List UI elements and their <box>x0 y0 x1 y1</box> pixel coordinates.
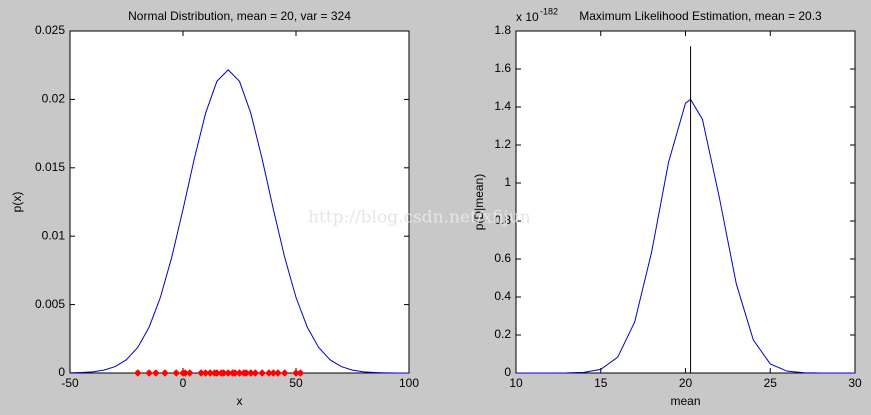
data-line <box>515 98 856 374</box>
data-point <box>186 369 194 377</box>
data-point <box>145 369 153 377</box>
y-tick-label: 0 <box>504 365 511 379</box>
y-tick-label: 1 <box>504 175 511 189</box>
data-point <box>296 369 305 377</box>
y-tick-label: 0.8 <box>494 213 511 227</box>
data-point <box>280 369 289 377</box>
x-tick-label: -50 <box>61 376 79 390</box>
y-tick-label: 0.02 <box>42 92 66 106</box>
data-point <box>134 369 142 377</box>
data-point <box>172 369 180 377</box>
y-exponent: -182 <box>540 6 558 16</box>
x-axis-label: mean <box>670 394 700 408</box>
x-axis-label: x <box>237 394 243 408</box>
data-point <box>161 369 169 377</box>
y-tick-label: 1.4 <box>494 99 511 113</box>
data-point <box>152 369 160 377</box>
y-axis-label: p(D|mean) <box>472 174 486 230</box>
y-tick-label: 0.005 <box>35 297 65 311</box>
y-multiplier: x 10 <box>516 10 539 24</box>
data-point <box>251 369 260 377</box>
y-tick-label: 0 <box>58 365 65 379</box>
y-tick-label: 0.6 <box>494 251 511 265</box>
x-tick-label: 20 <box>679 376 693 390</box>
y-tick-label: 0.025 <box>35 23 65 37</box>
y-tick-label: 0.4 <box>494 289 511 303</box>
y-tick-label: 0.015 <box>35 160 65 174</box>
y-tick-label: 1.2 <box>494 137 511 151</box>
data-point <box>258 369 266 377</box>
x-tick-label: 50 <box>289 376 303 390</box>
y-tick-label: 1.6 <box>494 61 511 75</box>
y-tick-label: 1.8 <box>494 23 511 37</box>
y-axis-label: p(x) <box>10 192 24 213</box>
chart-title: Normal Distribution, mean = 20, var = 32… <box>128 9 351 23</box>
x-tick-label: 15 <box>594 376 608 390</box>
data-line <box>69 69 410 374</box>
x-tick-label: 100 <box>399 376 419 390</box>
chart-title: Maximum Likelihood Estimation, mean = 20… <box>579 9 822 23</box>
x-tick-label: 10 <box>509 376 523 390</box>
y-tick-label: 0.01 <box>42 228 66 242</box>
x-tick-label: 0 <box>180 376 187 390</box>
plot-area <box>69 30 410 374</box>
plot-area <box>515 30 856 374</box>
data-point <box>274 369 282 377</box>
x-tick-label: 30 <box>848 376 862 390</box>
watermark: http://blog.csdn.net/xfijun <box>308 208 531 228</box>
x-tick-label: 25 <box>764 376 778 390</box>
y-tick-label: 0.2 <box>494 327 511 341</box>
